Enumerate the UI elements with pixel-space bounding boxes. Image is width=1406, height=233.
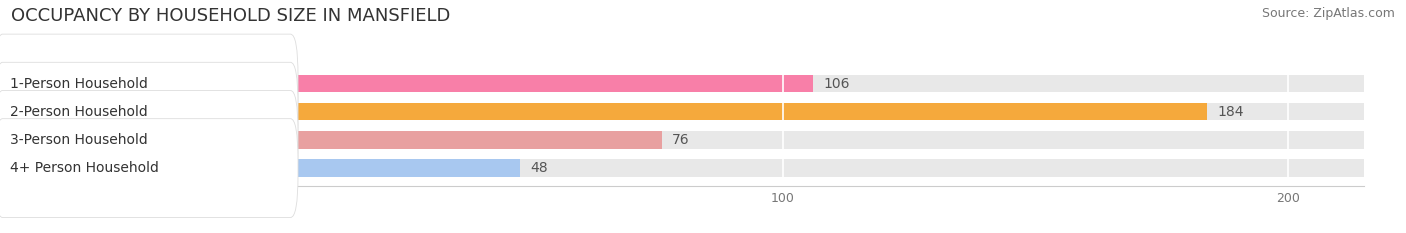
Text: 106: 106 bbox=[824, 77, 849, 91]
FancyBboxPatch shape bbox=[0, 90, 298, 189]
Bar bbox=[278, 103, 1208, 120]
Bar bbox=[278, 159, 520, 177]
FancyBboxPatch shape bbox=[0, 34, 298, 133]
Text: Source: ZipAtlas.com: Source: ZipAtlas.com bbox=[1261, 7, 1395, 20]
Text: 1-Person Household: 1-Person Household bbox=[10, 77, 148, 91]
Bar bbox=[278, 131, 662, 149]
Text: OCCUPANCY BY HOUSEHOLD SIZE IN MANSFIELD: OCCUPANCY BY HOUSEHOLD SIZE IN MANSFIELD bbox=[11, 7, 450, 25]
Bar bbox=[278, 75, 813, 92]
Text: 4+ Person Household: 4+ Person Household bbox=[10, 161, 159, 175]
Bar bbox=[0, 103, 1364, 120]
FancyBboxPatch shape bbox=[0, 62, 298, 161]
Text: 2-Person Household: 2-Person Household bbox=[10, 105, 148, 119]
Bar bbox=[0, 75, 1364, 92]
Bar bbox=[0, 131, 1364, 149]
Text: 3-Person Household: 3-Person Household bbox=[10, 133, 148, 147]
Text: 48: 48 bbox=[530, 161, 548, 175]
Text: 184: 184 bbox=[1218, 105, 1244, 119]
FancyBboxPatch shape bbox=[0, 119, 298, 218]
Text: 76: 76 bbox=[672, 133, 689, 147]
Bar bbox=[0, 159, 1364, 177]
